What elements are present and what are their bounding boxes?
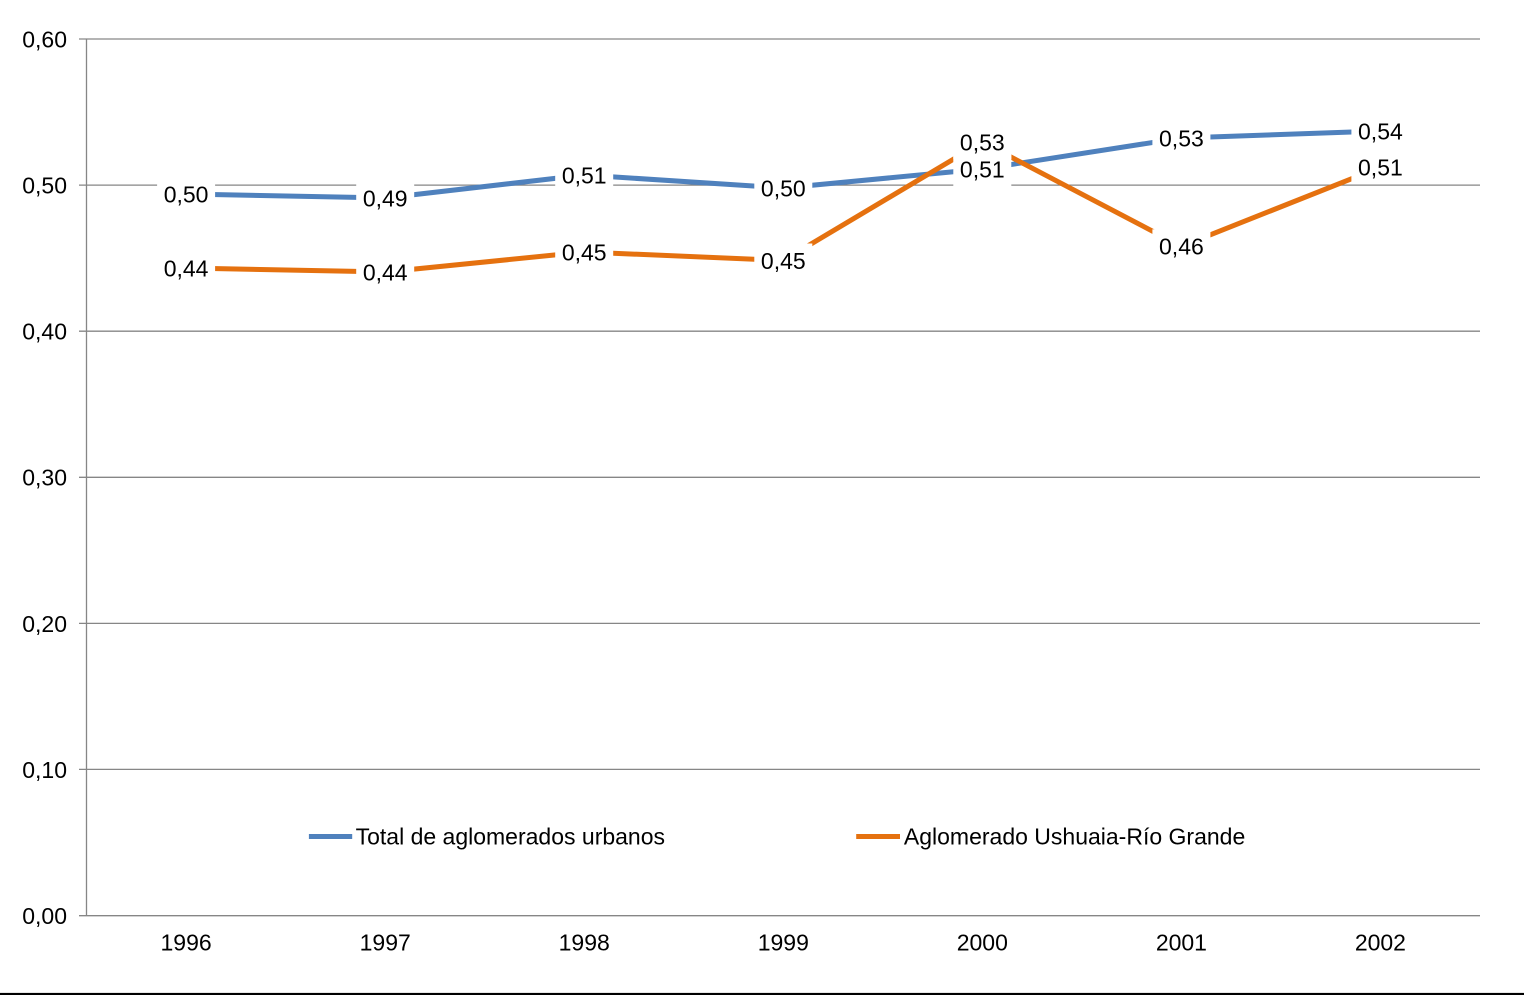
svg-text:Total de aglomerados urbanos: Total de aglomerados urbanos xyxy=(356,823,665,849)
svg-text:0,60: 0,60 xyxy=(22,26,67,52)
svg-text:0,53: 0,53 xyxy=(960,129,1005,155)
svg-text:0,20: 0,20 xyxy=(22,611,67,637)
svg-text:0,53: 0,53 xyxy=(1159,125,1204,151)
svg-text:0,51: 0,51 xyxy=(562,162,607,188)
svg-text:0,54: 0,54 xyxy=(1358,118,1403,144)
svg-text:0,44: 0,44 xyxy=(363,259,408,285)
svg-text:0,51: 0,51 xyxy=(960,156,1005,182)
svg-text:1997: 1997 xyxy=(360,930,411,956)
svg-text:1999: 1999 xyxy=(758,930,809,956)
svg-text:0,00: 0,00 xyxy=(22,903,67,929)
svg-text:0,50: 0,50 xyxy=(761,175,806,201)
svg-text:0,49: 0,49 xyxy=(363,185,408,211)
svg-text:2002: 2002 xyxy=(1355,930,1406,956)
svg-text:0,45: 0,45 xyxy=(562,239,607,265)
svg-text:2001: 2001 xyxy=(1156,930,1207,956)
svg-text:2000: 2000 xyxy=(957,930,1008,956)
svg-text:0,46: 0,46 xyxy=(1159,234,1204,260)
svg-text:0,10: 0,10 xyxy=(22,757,67,783)
svg-text:0,30: 0,30 xyxy=(22,465,67,491)
svg-text:0,40: 0,40 xyxy=(22,319,67,345)
svg-text:1998: 1998 xyxy=(559,930,610,956)
svg-text:1996: 1996 xyxy=(161,930,212,956)
svg-text:0,44: 0,44 xyxy=(164,255,209,281)
svg-text:0,50: 0,50 xyxy=(22,173,67,199)
svg-text:0,45: 0,45 xyxy=(761,248,806,274)
svg-text:0,51: 0,51 xyxy=(1358,155,1403,181)
svg-text:Aglomerado Ushuaia-Río Grande: Aglomerado Ushuaia-Río Grande xyxy=(904,823,1245,849)
svg-text:0,50: 0,50 xyxy=(164,181,209,207)
